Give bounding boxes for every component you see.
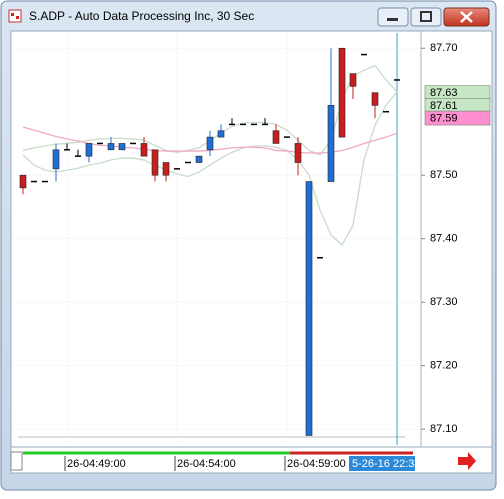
x-tick-label: 26-04:49:00 — [67, 458, 126, 470]
scroll-box[interactable] — [10, 451, 23, 471]
candle-body — [19, 174, 27, 189]
chart-area — [10, 30, 493, 448]
price-marker-label: 87.61 — [430, 100, 458, 112]
candle-body — [162, 162, 170, 176]
candle-body — [349, 73, 357, 87]
app-icon-dot — [11, 13, 14, 16]
candle-body — [118, 143, 126, 151]
cursor-time-box — [349, 456, 415, 471]
candle-body — [327, 105, 335, 182]
candle-body — [140, 143, 148, 157]
window-title: S.ADP - Auto Data Processing Inc, 30 Sec — [29, 9, 254, 23]
x-tick-label: 26-04:59:00 — [287, 458, 346, 470]
y-tick-label: 87.30 — [430, 296, 458, 308]
close-icon — [460, 11, 473, 23]
maximize-button[interactable] — [410, 7, 442, 27]
price-marker — [424, 110, 491, 126]
candle-body — [371, 92, 379, 106]
y-tick-label: 87.70 — [430, 42, 458, 54]
app-icon-dot — [16, 16, 19, 19]
y-tick-label: 87.10 — [430, 423, 458, 435]
cursor-time-label: 5-26-16 22:34:00 — [352, 458, 436, 470]
scroll-right-arrow[interactable] — [458, 452, 476, 470]
price-marker-label: 87.63 — [430, 87, 458, 99]
price-marker-label: 87.59 — [430, 112, 458, 124]
maximize-icon — [420, 11, 432, 22]
minimize-icon — [387, 18, 398, 21]
candle-body — [52, 149, 60, 170]
candle-body — [217, 130, 225, 138]
candle-body — [85, 143, 93, 157]
minimize-button[interactable] — [377, 7, 409, 27]
candle-body — [272, 130, 280, 144]
y-tick-label: 87.20 — [430, 360, 458, 372]
candle-body — [151, 149, 159, 176]
candle-body — [107, 143, 115, 151]
y-tick-label: 87.50 — [430, 169, 458, 181]
candle-body — [195, 155, 203, 163]
candle-body — [294, 143, 302, 163]
candle-body — [206, 136, 214, 151]
candle-body — [305, 181, 313, 436]
x-tick-label: 26-04:54:00 — [177, 458, 236, 470]
y-tick-label: 87.40 — [430, 233, 458, 245]
candle-body — [338, 47, 346, 138]
indicator-line — [22, 91, 398, 247]
app-icon — [8, 9, 22, 23]
